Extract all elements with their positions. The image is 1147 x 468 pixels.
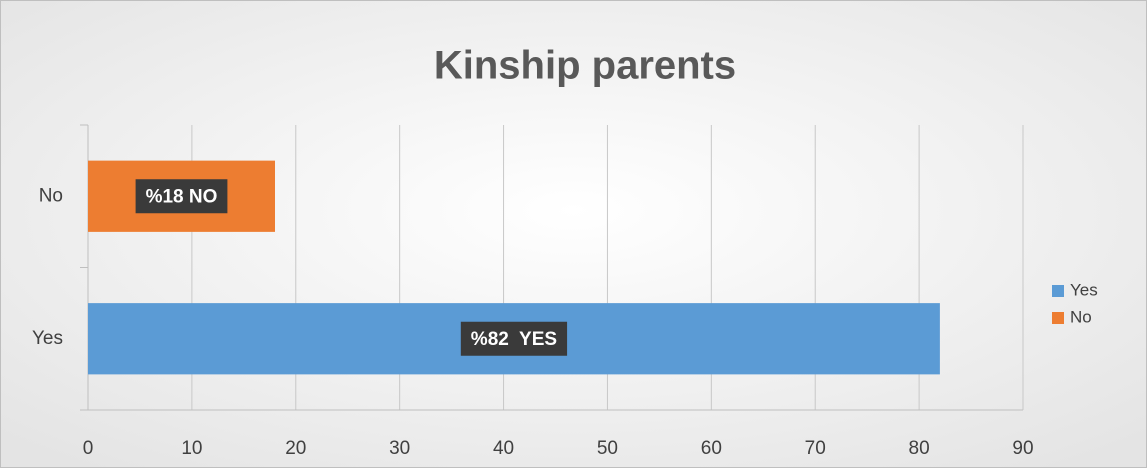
x-tick-label: 0 [83,438,94,459]
y-tick-label: Yes [32,328,63,349]
data-label-box [460,321,568,356]
x-tick-label: 80 [909,438,930,459]
legend-swatch [1052,285,1064,297]
chart-title: Kinship parents [434,44,736,88]
x-tick-label: 10 [181,438,202,459]
legend-swatch [1052,312,1064,324]
x-tick-label: 70 [805,438,826,459]
data-label: %18 NO [146,186,218,207]
data-label: %82 YES [471,329,557,350]
y-tick-label: No [39,185,63,206]
x-tick-label: 50 [597,438,618,459]
data-label-box [135,179,228,214]
x-tick-label: 90 [1012,438,1033,459]
x-tick-label: 60 [701,438,722,459]
x-tick-label: 40 [493,438,514,459]
x-tick-label: 30 [389,438,410,459]
x-tick-label: 20 [285,438,306,459]
legend-label: No [1070,307,1092,326]
legend-label: Yes [1070,280,1098,299]
